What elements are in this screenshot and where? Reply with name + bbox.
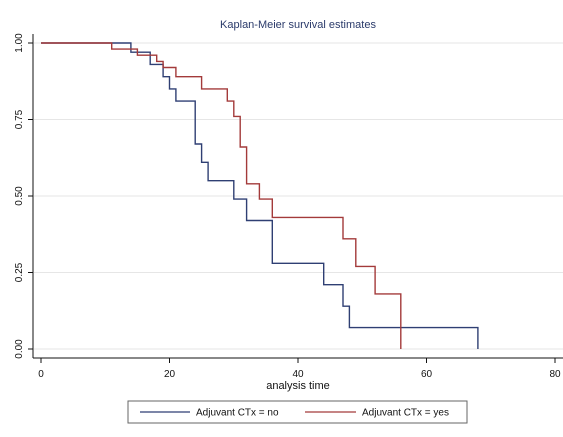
y-tick-label-0: 0.00 <box>14 339 25 359</box>
x-tick-label-4: 80 <box>549 369 561 380</box>
legend: Adjuvant CTx = no Adjuvant CTx = yes <box>127 400 468 424</box>
y-tick-label-2: 0.50 <box>14 186 25 206</box>
y-axis-ticks: 0.00 0.25 0.50 0.75 1.00 <box>14 33 33 359</box>
series-line-1 <box>41 42 402 349</box>
legend-label-no: Adjuvant CTx = no <box>196 408 279 419</box>
y-tick-label-4: 1.00 <box>14 33 25 53</box>
y-tick-label-1: 0.25 <box>14 262 25 282</box>
grid-lines <box>34 42 563 350</box>
legend-box <box>127 400 468 424</box>
y-tick-label-3: 0.75 <box>14 109 25 129</box>
x-tick-label-3: 60 <box>421 369 433 380</box>
x-axis-ticks: 0 20 40 60 80 <box>38 358 561 380</box>
legend-label-yes: Adjuvant CTx = yes <box>362 408 449 419</box>
chart-title: Kaplan-Meier survival estimates <box>220 19 376 31</box>
x-axis-label: analysis time <box>266 380 330 392</box>
series-layer <box>41 42 479 349</box>
x-tick-label-2: 40 <box>292 369 304 380</box>
x-tick-label-1: 20 <box>164 369 176 380</box>
x-tick-label-0: 0 <box>38 369 44 380</box>
